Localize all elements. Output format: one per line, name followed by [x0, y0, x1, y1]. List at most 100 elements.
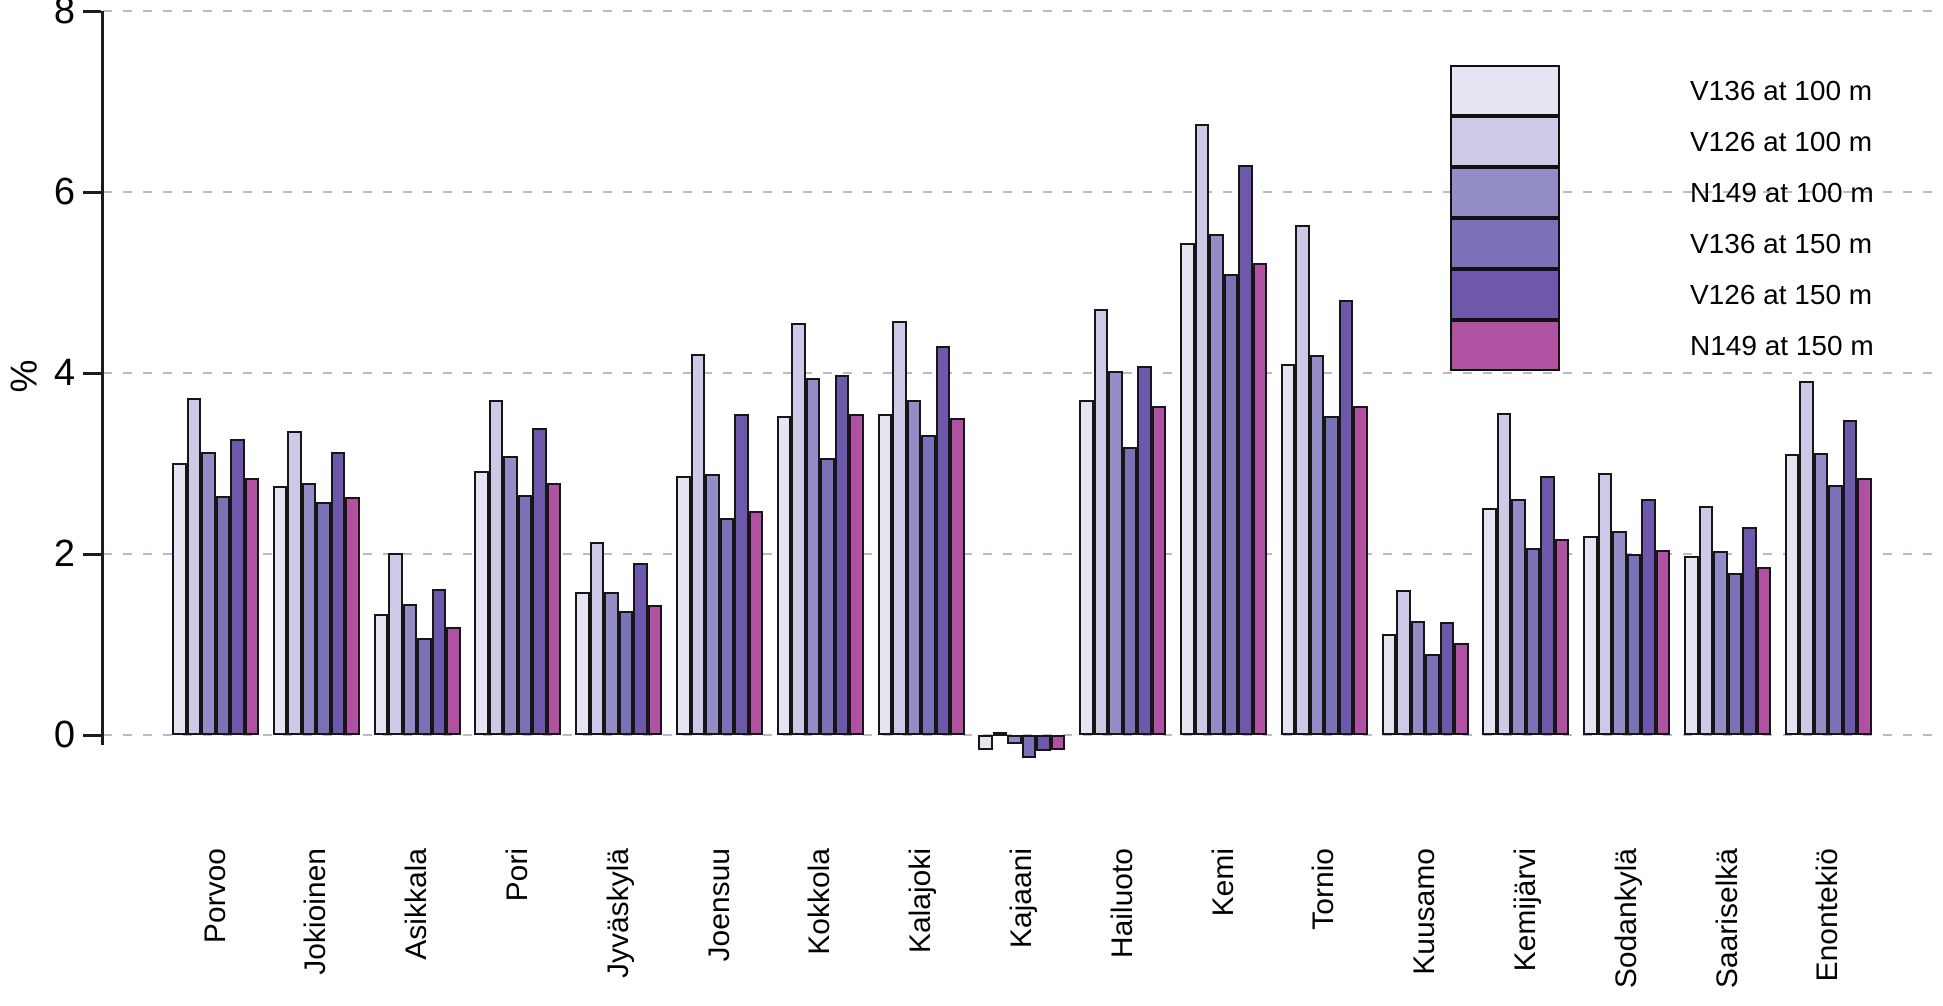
- x-label-hailuoto: Hailuoto: [1105, 848, 1139, 959]
- x-label-saariselkä: Saariselkä: [1710, 848, 1744, 989]
- bar-kemi-v126-at-150-m: [1238, 164, 1253, 735]
- bar-kemijärvi-v126-at-100-m: [1496, 412, 1512, 735]
- bar-tornio-v136-at-100-m: [1280, 363, 1296, 735]
- x-label-joensuu: Joensuu: [702, 848, 736, 962]
- bar-tornio-v136-at-150-m: [1324, 416, 1339, 735]
- x-label-sodankylä: Sodankylä: [1609, 848, 1643, 989]
- y-tick-2: [83, 553, 101, 556]
- y-tick-4: [83, 372, 101, 375]
- bar-asikkala-v136-at-150-m: [417, 638, 432, 735]
- bar-jokioinen-v126-at-100-m: [287, 430, 302, 735]
- bar-sodankylä-v126-at-100-m: [1597, 472, 1613, 735]
- bar-enontekiö-v126-at-100-m: [1799, 381, 1814, 735]
- bar-kokkola-n149-at-150-m: [849, 413, 864, 735]
- bar-jyväskylä-v136-at-100-m: [575, 592, 590, 735]
- legend-label-v136-at-100-m: V136 at 100 m: [1690, 75, 1873, 106]
- gridline-y-6: [103, 191, 1943, 193]
- bar-porvoo-v126-at-100-m: [186, 398, 201, 735]
- bar-pori-v136-at-150-m: [517, 495, 533, 735]
- bar-jyväskylä-n149-at-150-m: [647, 604, 663, 735]
- bar-joensuu-v126-at-150-m: [734, 413, 749, 735]
- bar-pori-v126-at-150-m: [532, 428, 547, 735]
- bar-sodankylä-n149-at-100-m: [1612, 531, 1627, 735]
- legend-swatch-v136-at-150-m: [1450, 218, 1560, 269]
- x-label-enontekiö: Enontekiö: [1811, 848, 1845, 982]
- x-label-kuusamo: Kuusamo: [1408, 848, 1442, 975]
- bar-hailuoto-v136-at-100-m: [1079, 400, 1094, 735]
- bar-kokkola-v126-at-150-m: [834, 374, 850, 735]
- bar-kemi-n149-at-100-m: [1209, 233, 1224, 735]
- bar-hailuoto-n149-at-150-m: [1151, 405, 1167, 735]
- x-label-kemi: Kemi: [1206, 848, 1240, 917]
- gridline-y-2: [103, 553, 1943, 555]
- legend-label-v126-at-150-m: V126 at 150 m: [1690, 279, 1873, 310]
- bar-hailuoto-n149-at-100-m: [1108, 371, 1123, 735]
- bar-kalajoki-v136-at-150-m: [921, 435, 936, 735]
- bar-asikkala-v136-at-100-m: [373, 613, 389, 735]
- bar-hailuoto-v126-at-100-m: [1093, 308, 1109, 735]
- bar-saariselkä-n149-at-100-m: [1713, 551, 1728, 735]
- y-tick-6: [83, 191, 101, 194]
- x-label-jokioinen: Jokioinen: [299, 848, 333, 975]
- bar-jyväskylä-v126-at-100-m: [589, 542, 605, 735]
- bar-joensuu-n149-at-150-m: [748, 510, 763, 735]
- bar-saariselkä-v136-at-150-m: [1727, 573, 1742, 735]
- bar-sodankylä-v136-at-100-m: [1583, 535, 1598, 735]
- bar-jokioinen-v126-at-150-m: [330, 451, 346, 735]
- x-label-asikkala: Asikkala: [400, 848, 434, 960]
- bar-porvoo-v136-at-100-m: [172, 462, 187, 735]
- legend-label-n149-at-100-m: N149 at 100 m: [1690, 177, 1874, 208]
- legend-swatch-v126-at-100-m: [1450, 116, 1560, 167]
- x-label-kemijärvi: Kemijärvi: [1508, 848, 1542, 972]
- bar-kemi-v136-at-150-m: [1223, 274, 1238, 735]
- bar-kemijärvi-v126-at-150-m: [1540, 476, 1555, 735]
- bar-kemijärvi-n149-at-150-m: [1554, 538, 1570, 735]
- bar-kajaani-n149-at-100-m: [1007, 735, 1022, 745]
- bar-saariselkä-v126-at-150-m: [1742, 526, 1757, 735]
- bar-porvoo-v136-at-150-m: [215, 496, 230, 735]
- bar-kemijärvi-n149-at-100-m: [1511, 498, 1526, 735]
- bar-kemijärvi-v136-at-150-m: [1525, 547, 1541, 735]
- bar-kalajoki-n149-at-100-m: [906, 400, 922, 735]
- x-label-porvoo: Porvoo: [198, 848, 232, 944]
- x-label-pori: Pori: [500, 848, 534, 902]
- bar-enontekiö-v126-at-150-m: [1842, 420, 1858, 735]
- bar-jokioinen-v136-at-100-m: [272, 486, 288, 735]
- bar-kemi-v136-at-100-m: [1180, 242, 1195, 735]
- bar-pori-n149-at-100-m: [503, 456, 518, 735]
- bar-enontekiö-v136-at-100-m: [1784, 454, 1800, 735]
- bar-kalajoki-v126-at-100-m: [892, 320, 907, 735]
- y-axis-line: [101, 11, 104, 745]
- bar-asikkala-n149-at-100-m: [402, 603, 418, 735]
- legend-swatch-v126-at-150-m: [1450, 269, 1560, 320]
- bar-kajaani-v136-at-100-m: [978, 735, 993, 751]
- bar-jokioinen-v136-at-150-m: [316, 501, 331, 735]
- bar-enontekiö-n149-at-100-m: [1813, 452, 1829, 735]
- bar-jyväskylä-n149-at-100-m: [604, 592, 619, 735]
- bar-kajaani-v126-at-100-m: [992, 732, 1008, 737]
- gridline-y-8: [103, 10, 1943, 12]
- bar-kokkola-v136-at-100-m: [776, 416, 792, 735]
- x-label-tornio: Tornio: [1307, 848, 1341, 930]
- bar-porvoo-v126-at-150-m: [230, 439, 245, 735]
- bar-sodankylä-v136-at-150-m: [1626, 554, 1642, 735]
- bar-saariselkä-n149-at-150-m: [1756, 566, 1771, 735]
- bar-kokkola-v136-at-150-m: [820, 458, 835, 735]
- bar-pori-v136-at-100-m: [474, 470, 489, 735]
- bar-joensuu-n149-at-100-m: [705, 474, 720, 735]
- legend-label-v126-at-100-m: V126 at 100 m: [1690, 126, 1873, 157]
- bar-kuusamo-v136-at-150-m: [1425, 654, 1440, 735]
- bar-sodankylä-v126-at-150-m: [1641, 498, 1656, 735]
- bar-kuusamo-v136-at-100-m: [1381, 633, 1397, 735]
- bar-asikkala-n149-at-150-m: [446, 627, 461, 735]
- y-tick-label-6: 6: [53, 171, 75, 213]
- bar-jyväskylä-v136-at-150-m: [618, 611, 634, 735]
- bar-tornio-v126-at-150-m: [1338, 299, 1354, 735]
- legend-label-v136-at-150-m: V136 at 150 m: [1690, 228, 1873, 259]
- legend-label-n149-at-150-m: N149 at 150 m: [1690, 330, 1874, 361]
- bar-sodankylä-n149-at-150-m: [1655, 550, 1671, 735]
- bar-jokioinen-n149-at-150-m: [345, 496, 360, 735]
- bar-kalajoki-n149-at-150-m: [950, 418, 965, 735]
- y-tick-label-2: 2: [53, 533, 75, 575]
